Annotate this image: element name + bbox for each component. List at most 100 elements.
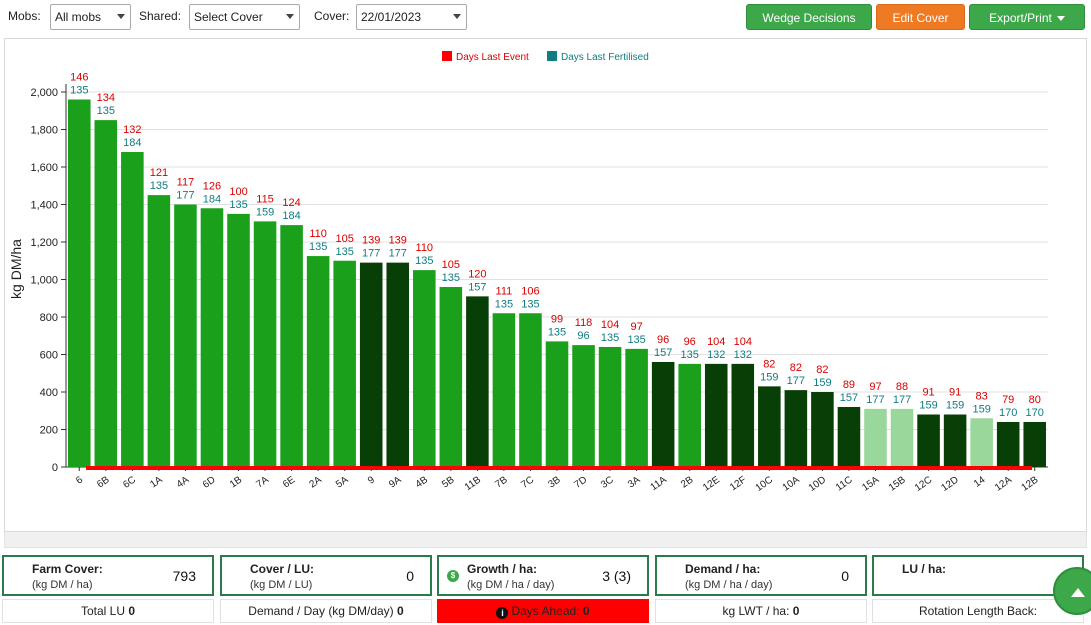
export-print-button[interactable]: Export/Print bbox=[969, 4, 1085, 30]
edit-cover-label: Edit Cover bbox=[892, 11, 949, 25]
x-tick-label: 6C bbox=[121, 474, 138, 490]
days-last-event-label: 97 bbox=[869, 381, 881, 393]
days-last-event-label: 97 bbox=[630, 321, 642, 333]
cover-lu-value: 0 bbox=[406, 568, 414, 584]
x-tick-label: 12B bbox=[1020, 474, 1041, 493]
x-tick-label: 12F bbox=[728, 474, 748, 493]
bar-15b bbox=[890, 408, 914, 467]
y-axis-label: kg DM/ha bbox=[8, 239, 24, 299]
days-last-fertilised-label: 159 bbox=[919, 400, 937, 412]
days-last-event-label: 96 bbox=[657, 334, 669, 346]
days-last-event-label: 88 bbox=[896, 381, 908, 393]
days-last-event-label: 91 bbox=[949, 387, 961, 399]
kg-lwt-ha: kg LWT / ha: 0 bbox=[655, 599, 867, 623]
days-last-fertilised-label: 170 bbox=[999, 407, 1017, 419]
days-last-fertilised-label: 135 bbox=[521, 298, 539, 310]
farm-cover-title: Farm Cover: bbox=[32, 562, 103, 576]
days-last-fertilised-label: 132 bbox=[734, 349, 752, 361]
days-last-event-label: 100 bbox=[229, 186, 247, 198]
farm-cover-sub: (kg DM / ha) bbox=[32, 579, 93, 591]
bars: 14613561341356B1321846C1211351A1171774A1… bbox=[67, 72, 1047, 494]
days-last-fertilised-label: 135 bbox=[495, 298, 513, 310]
kg-lwt-ha-label: kg LWT / ha: bbox=[722, 604, 790, 618]
edit-cover-button[interactable]: Edit Cover bbox=[876, 4, 965, 30]
x-tick-label: 6D bbox=[201, 474, 218, 490]
days-last-event-label: 139 bbox=[389, 235, 407, 247]
x-tick-label: 7D bbox=[572, 474, 589, 490]
x-tick-label: 3A bbox=[626, 474, 643, 490]
bar-9 bbox=[359, 262, 383, 467]
bar-1a bbox=[147, 195, 171, 467]
days-last-event-label: 80 bbox=[1029, 394, 1041, 406]
scroll-to-top-button[interactable] bbox=[1053, 567, 1091, 615]
growth-title: Growth / ha: bbox=[467, 562, 537, 576]
demand-sub: (kg DM / ha / day) bbox=[685, 579, 773, 591]
total-lu-label: Total LU bbox=[80, 604, 125, 618]
mobs-select[interactable]: All mobs bbox=[50, 4, 131, 30]
days-last-fertilised-label: 135 bbox=[601, 332, 619, 344]
x-tick-label: 12A bbox=[993, 474, 1014, 493]
days-last-event-label: 118 bbox=[575, 317, 593, 329]
days-last-event-label: 111 bbox=[496, 285, 513, 297]
bar-6e bbox=[280, 225, 303, 467]
caret-down-icon bbox=[1056, 16, 1065, 22]
demand-value: 0 bbox=[841, 568, 849, 584]
shared-select[interactable]: Select Cover bbox=[189, 4, 300, 30]
demand-day-label: Demand / Day (kg DM/day) bbox=[248, 604, 394, 618]
bar-6b bbox=[94, 120, 118, 467]
x-tick-label: 3C bbox=[599, 474, 616, 490]
days-last-event-label: 110 bbox=[416, 242, 434, 254]
bar-5a bbox=[333, 260, 356, 467]
days-last-event-label: 82 bbox=[816, 364, 828, 376]
x-tick-label: 9 bbox=[366, 474, 377, 486]
days-last-event-label: 104 bbox=[707, 336, 725, 348]
days-last-fertilised-label: 135 bbox=[335, 246, 353, 258]
toolbar: Mobs: All mobs Shared: Select Cover Cove… bbox=[0, 0, 1091, 36]
x-tick-label: 2A bbox=[308, 474, 325, 490]
days-last-event-label: 110 bbox=[309, 228, 327, 240]
days-last-event-label: 79 bbox=[1002, 394, 1014, 406]
arrow-up-icon bbox=[1071, 588, 1085, 597]
days-last-fertilised-label: 177 bbox=[893, 394, 911, 406]
x-tick-label: 7B bbox=[493, 474, 510, 490]
chart-scrollbar[interactable] bbox=[4, 532, 1087, 548]
days-last-fertilised-label: 135 bbox=[681, 349, 699, 361]
wedge-decisions-button[interactable]: Wedge Decisions bbox=[746, 4, 872, 30]
x-tick-label: 4A bbox=[175, 474, 192, 490]
y-tick-label: 1,200 bbox=[30, 237, 58, 249]
days-last-event-label: 99 bbox=[551, 313, 563, 325]
days-last-fertilised-label: 159 bbox=[972, 403, 990, 415]
days-last-fertilised-label: 135 bbox=[70, 85, 88, 97]
cover-date-select[interactable]: 22/01/2023 bbox=[356, 4, 467, 30]
demand-day: Demand / Day (kg DM/day) 0 bbox=[220, 599, 432, 623]
bar-7d bbox=[572, 345, 595, 467]
bar-3a bbox=[625, 348, 648, 467]
legend-fert: Days Last Fertilised bbox=[561, 52, 649, 63]
x-tick-label: 9A bbox=[387, 474, 404, 490]
chart-legend: Days Last Event Days Last Fertilised bbox=[442, 51, 649, 63]
days-last-event-label: 104 bbox=[734, 336, 752, 348]
x-tick-label: 2B bbox=[679, 474, 696, 490]
days-last-fertilised-label: 159 bbox=[760, 371, 778, 383]
days-last-fertilised-label: 96 bbox=[577, 330, 589, 342]
days-last-event-label: 106 bbox=[521, 285, 539, 297]
days-ahead-label: Days Ahead: bbox=[511, 604, 580, 618]
bar-6d bbox=[200, 208, 224, 467]
x-tick-label: 14 bbox=[972, 474, 988, 490]
export-print-label: Export/Print bbox=[989, 11, 1052, 25]
x-tick-label: 11B bbox=[463, 474, 484, 493]
x-tick-label: 15B bbox=[887, 474, 908, 493]
x-tick-label: 12C bbox=[913, 474, 934, 494]
days-last-event-label: 121 bbox=[150, 167, 168, 179]
x-tick-label: 1A bbox=[148, 474, 165, 490]
x-tick-label: 10C bbox=[754, 474, 775, 494]
bar-11c bbox=[837, 407, 861, 467]
wedge-decisions-label: Wedge Decisions bbox=[762, 11, 856, 25]
days-last-fertilised-label: 159 bbox=[946, 400, 964, 412]
days-last-fertilised-label: 135 bbox=[627, 334, 645, 346]
days-last-fertilised-label: 177 bbox=[866, 394, 884, 406]
bar-15a bbox=[864, 408, 887, 467]
days-last-event-label: 91 bbox=[922, 387, 934, 399]
days-last-fertilised-label: 135 bbox=[442, 272, 460, 284]
days-last-fertilised-label: 157 bbox=[840, 392, 858, 404]
